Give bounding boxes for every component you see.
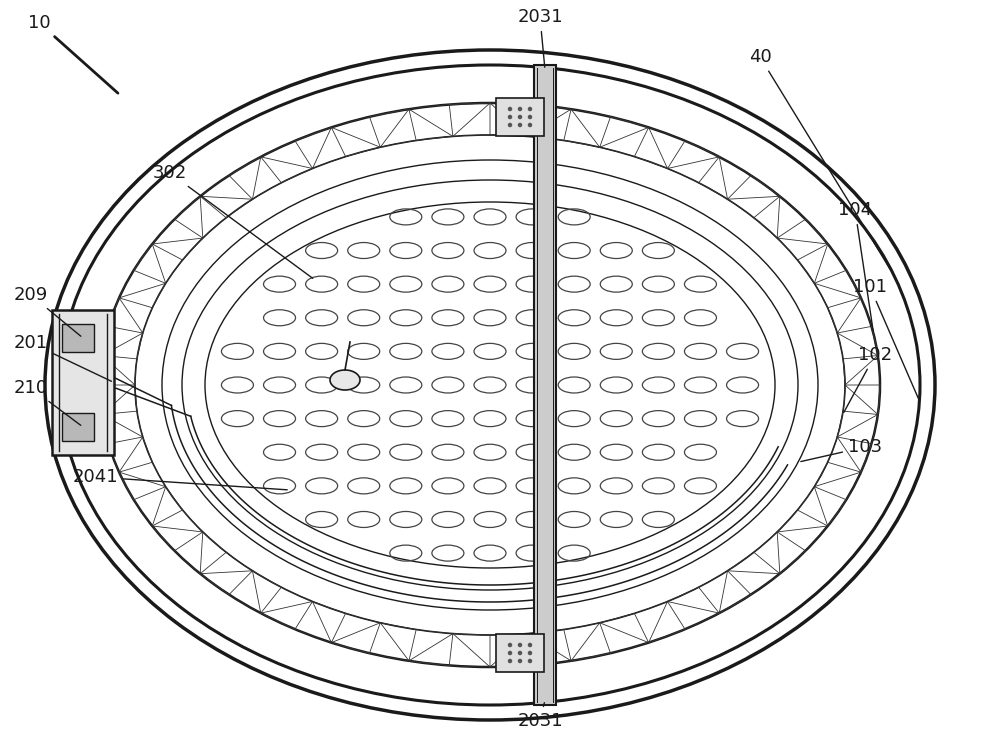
Ellipse shape (508, 107, 512, 111)
Ellipse shape (508, 643, 512, 647)
Ellipse shape (518, 114, 522, 119)
Ellipse shape (518, 123, 522, 127)
Ellipse shape (528, 651, 532, 655)
Ellipse shape (528, 123, 532, 127)
Text: 2031: 2031 (517, 8, 563, 67)
Text: 209: 209 (14, 286, 81, 337)
Ellipse shape (508, 114, 512, 119)
Text: 102: 102 (844, 346, 892, 412)
Text: 2031: 2031 (517, 702, 563, 730)
Text: 10: 10 (28, 14, 118, 94)
Bar (534, 65, 556, 705)
Ellipse shape (518, 643, 522, 647)
Bar (62, 413, 94, 441)
Text: 210: 210 (14, 379, 81, 426)
Text: 302: 302 (153, 164, 313, 278)
Ellipse shape (528, 114, 532, 119)
Text: 2041: 2041 (72, 468, 287, 490)
Ellipse shape (508, 659, 512, 663)
Ellipse shape (528, 659, 532, 663)
Text: 101: 101 (853, 278, 918, 399)
Ellipse shape (528, 643, 532, 647)
Bar (496, 98, 544, 136)
Ellipse shape (518, 651, 522, 655)
Ellipse shape (508, 123, 512, 127)
Ellipse shape (518, 659, 522, 663)
Ellipse shape (528, 107, 532, 111)
Text: 103: 103 (801, 438, 882, 462)
Text: 201: 201 (14, 334, 111, 381)
Ellipse shape (518, 107, 522, 111)
Ellipse shape (508, 651, 512, 655)
Text: 40: 40 (749, 48, 892, 273)
Bar (496, 634, 544, 672)
Bar (52, 310, 114, 455)
Bar (62, 324, 94, 352)
Text: 104: 104 (838, 201, 873, 332)
Ellipse shape (330, 370, 360, 390)
